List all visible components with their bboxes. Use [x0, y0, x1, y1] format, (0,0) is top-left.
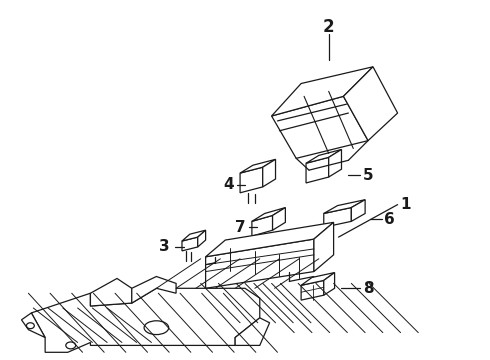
Text: 8: 8 [363, 281, 373, 296]
Polygon shape [132, 276, 176, 303]
Polygon shape [351, 200, 365, 221]
Text: 3: 3 [159, 239, 170, 255]
Text: 7: 7 [235, 220, 245, 235]
Text: 2: 2 [323, 18, 335, 36]
Polygon shape [206, 222, 334, 257]
Polygon shape [263, 159, 275, 187]
Polygon shape [182, 237, 198, 251]
Polygon shape [301, 280, 324, 300]
Polygon shape [314, 222, 334, 271]
Text: 5: 5 [363, 167, 373, 183]
Polygon shape [235, 318, 270, 345]
Polygon shape [206, 239, 314, 288]
Text: 1: 1 [400, 197, 411, 212]
Polygon shape [91, 278, 132, 306]
Polygon shape [343, 67, 397, 141]
Polygon shape [324, 200, 365, 213]
Polygon shape [301, 273, 335, 285]
Polygon shape [182, 230, 206, 241]
Text: 6: 6 [384, 212, 395, 227]
Polygon shape [31, 288, 260, 352]
Polygon shape [329, 149, 342, 177]
Polygon shape [271, 96, 368, 158]
Polygon shape [306, 149, 342, 163]
Polygon shape [324, 273, 335, 295]
Polygon shape [240, 159, 275, 173]
Polygon shape [271, 67, 373, 116]
Polygon shape [198, 230, 206, 247]
Polygon shape [306, 157, 329, 183]
Polygon shape [272, 208, 285, 230]
Polygon shape [252, 208, 285, 221]
Text: 4: 4 [223, 177, 234, 193]
Polygon shape [252, 215, 272, 236]
Polygon shape [240, 167, 263, 193]
Polygon shape [22, 313, 45, 338]
Polygon shape [324, 208, 351, 227]
